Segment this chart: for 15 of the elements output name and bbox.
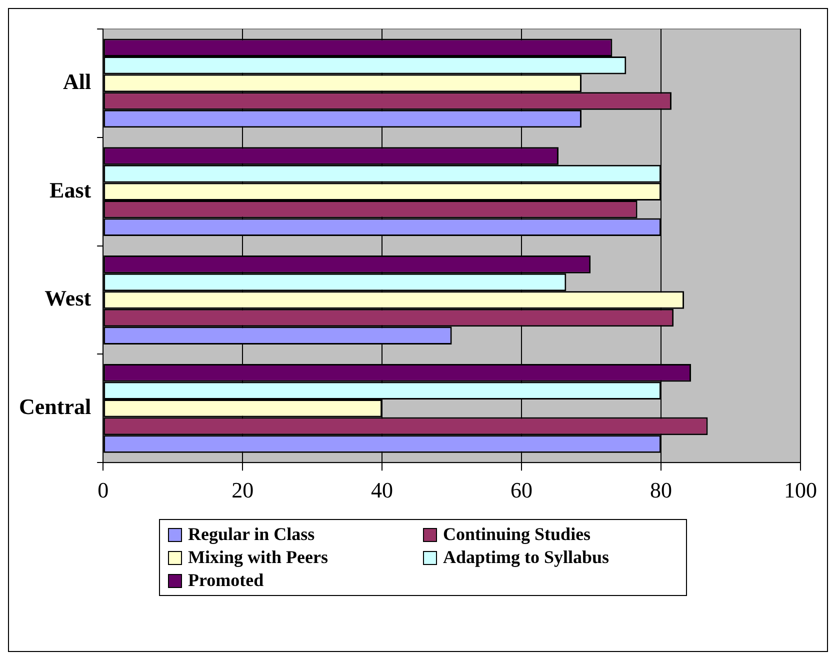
x-tick-label: 80 [650, 478, 672, 503]
x-tick-label: 100 [784, 478, 817, 503]
y-tick-label: East [50, 177, 92, 202]
y-tick-label: West [44, 286, 92, 311]
x-tick-label: 0 [98, 478, 109, 503]
x-tick-label: 60 [510, 478, 533, 503]
legend-label: Regular in Class [188, 524, 315, 545]
x-tick-label: 20 [232, 478, 254, 503]
x-tick-label: 40 [371, 478, 394, 503]
legend-label: Continuing Studies [443, 524, 591, 545]
y-tick-label: Central [18, 394, 92, 420]
y-tick-label: All [62, 68, 92, 94]
legend-label: Adaptimg to Syllabus [443, 547, 610, 568]
legend-label: Mixing with Peers [188, 547, 328, 568]
legend-label: Promoted [188, 570, 264, 591]
